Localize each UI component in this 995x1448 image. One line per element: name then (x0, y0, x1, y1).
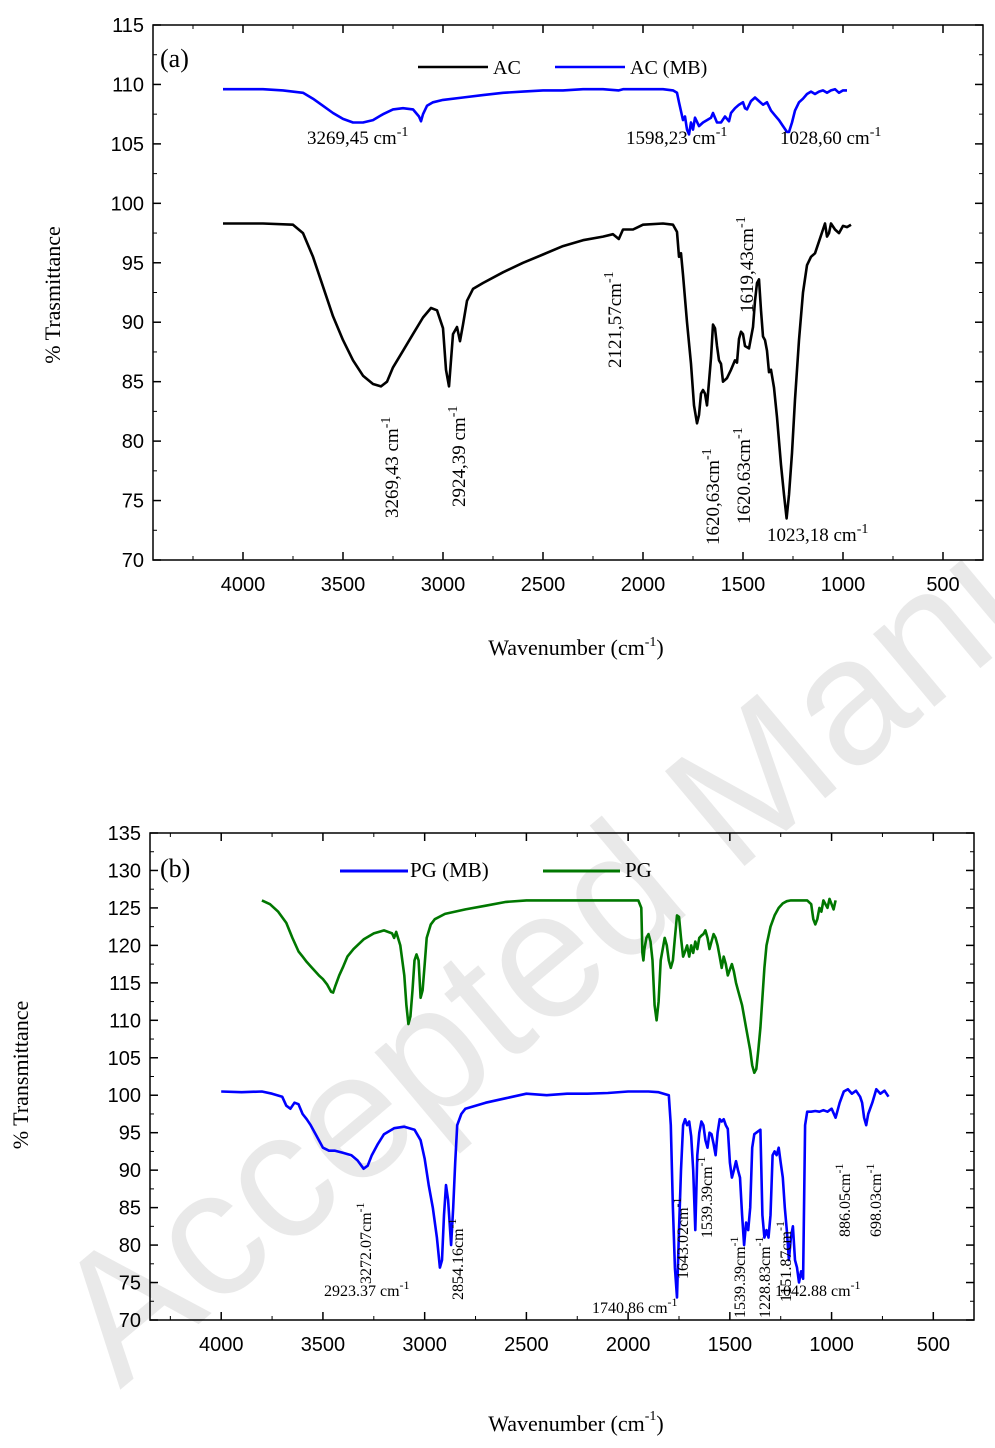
panel-a-frame (152, 24, 984, 561)
panel-b-series (221, 897, 890, 1299)
peak-label: 1619,43cm-1 (734, 216, 758, 313)
y-tick-label: 80 (119, 1235, 141, 1257)
y-tick-label: 75 (119, 1273, 141, 1295)
panel-a-legend: AC AC (MB) (418, 57, 707, 79)
y-tick-label: 80 (122, 431, 144, 453)
x-tick-label: 3000 (402, 1334, 447, 1356)
peak-label: 1643.02cm-1 (670, 1197, 692, 1279)
y-tick-label: 90 (119, 1160, 141, 1182)
peak-label: 2854.16cm-1 (445, 1218, 467, 1300)
y-tick-label: 70 (119, 1310, 141, 1332)
y-tick-label: 70 (122, 550, 144, 572)
series-line-ac-mb (223, 87, 847, 136)
series-line-ac (223, 222, 852, 520)
peak-label: 1539.39cm-1 (727, 1236, 749, 1318)
series-line-pg-mb (221, 1087, 890, 1299)
panel-b-y-axis: 70 75 80 85 90 95 100 105 110 115 120 125 130 135 (108, 823, 974, 1332)
peak-label: 1151.87cm-1 (773, 1221, 795, 1302)
y-tick-label: 110 (109, 1010, 141, 1032)
peak-label: 1042.88 cm-1 (775, 1278, 861, 1300)
x-tick-label: 2000 (606, 1334, 651, 1356)
panel-a-series (223, 87, 852, 520)
legend-label-ac: AC (493, 57, 521, 79)
y-tick-label: 125 (108, 898, 141, 920)
y-tick-label: 120 (108, 935, 141, 957)
x-tick-label: 4000 (199, 1334, 244, 1356)
panel-a-y-axis: 70 75 80 85 90 95 100 105 110 115 (111, 15, 983, 572)
panel-a-x-label: Wavenumber (cm-1) (488, 635, 663, 660)
panel-a-label: (a) (160, 44, 189, 73)
peak-label: 2924,39 cm-1 (446, 406, 470, 507)
x-tick-label: 1000 (821, 574, 866, 596)
y-tick-label: 130 (108, 860, 141, 882)
x-tick-label: 3500 (301, 1334, 346, 1356)
y-tick-label: 95 (119, 1123, 141, 1145)
peak-label: 1620.63cm-1 (731, 427, 755, 524)
y-tick-label: 85 (119, 1198, 141, 1220)
peak-label: 698.03cm-1 (863, 1163, 885, 1237)
peak-label: 1740.86 cm-1 (592, 1295, 678, 1317)
y-tick-label: 105 (111, 134, 144, 156)
legend-label-pg-mb: PG (MB) (410, 858, 489, 882)
peak-label: 1539.39cm-1 (694, 1156, 716, 1238)
peak-label: 2923.37 cm-1 (324, 1278, 410, 1300)
peak-label: 1598,23 cm-1 (626, 125, 727, 149)
peak-label: 1228.83cm-1 (752, 1236, 774, 1318)
x-tick-label: 500 (917, 1334, 950, 1356)
y-tick-label: 90 (122, 312, 144, 334)
y-tick-label: 85 (122, 372, 144, 394)
x-tick-label: 2500 (521, 574, 566, 596)
peak-label: 1023,18 cm-1 (767, 522, 868, 546)
y-tick-label: 75 (122, 491, 144, 513)
panel-a-x-axis: 4000 3500 3000 2500 2000 1500 1000 500 (192, 25, 960, 596)
y-tick-label: 95 (122, 253, 144, 275)
panel-b-legend: PG (MB) PG (340, 858, 652, 882)
peak-label: 3269,45 cm-1 (307, 125, 408, 149)
peak-label: 1028,60 cm-1 (780, 125, 881, 149)
x-tick-label: 1500 (708, 1334, 753, 1356)
y-tick-label: 105 (108, 1048, 141, 1070)
peak-label: 3272.07cm-1 (353, 1202, 375, 1284)
x-tick-label: 1500 (721, 574, 766, 596)
x-tick-label: 3000 (421, 574, 466, 596)
x-tick-label: 1000 (809, 1334, 854, 1356)
y-tick-label: 135 (108, 823, 141, 845)
y-tick-label: 115 (109, 973, 141, 995)
series-line-pg (261, 897, 837, 1075)
y-tick-label: 110 (112, 74, 144, 96)
y-tick-label: 115 (112, 15, 144, 37)
panel-b: 70 75 80 85 90 95 100 105 110 115 120 125 130 135 400… (8, 823, 975, 1436)
x-tick-label: 2500 (504, 1334, 549, 1356)
y-tick-label: 100 (108, 1085, 141, 1107)
y-tick-label: 100 (111, 193, 144, 215)
x-tick-label: 4000 (221, 574, 266, 596)
legend-label-ac-mb: AC (MB) (630, 57, 707, 79)
panel-b-y-label: % Transmittance (8, 1001, 33, 1150)
panel-b-label: (b) (160, 854, 190, 883)
x-tick-label: 3500 (321, 574, 366, 596)
peak-label: 2121,57cm-1 (602, 271, 626, 368)
legend-label-pg: PG (625, 858, 652, 882)
panel-b-x-label: Wavenumber (cm-1) (488, 1409, 663, 1436)
x-tick-label: 2000 (621, 574, 666, 596)
panel-a: 70 75 80 85 90 95 100 105 110 115 4000 3500 3000 250… (40, 15, 984, 660)
panel-b-x-axis: 4000 3500 3000 2500 2000 1500 1000 500 (169, 833, 950, 1356)
peak-label: 886.05cm-1 (832, 1163, 854, 1237)
panel-a-y-label: % Trasmittance (40, 226, 65, 364)
x-tick-label: 500 (926, 574, 959, 596)
peak-label: 3269,43 cm-1 (379, 417, 403, 518)
peak-label: 1620,63cm-1 (700, 448, 724, 545)
